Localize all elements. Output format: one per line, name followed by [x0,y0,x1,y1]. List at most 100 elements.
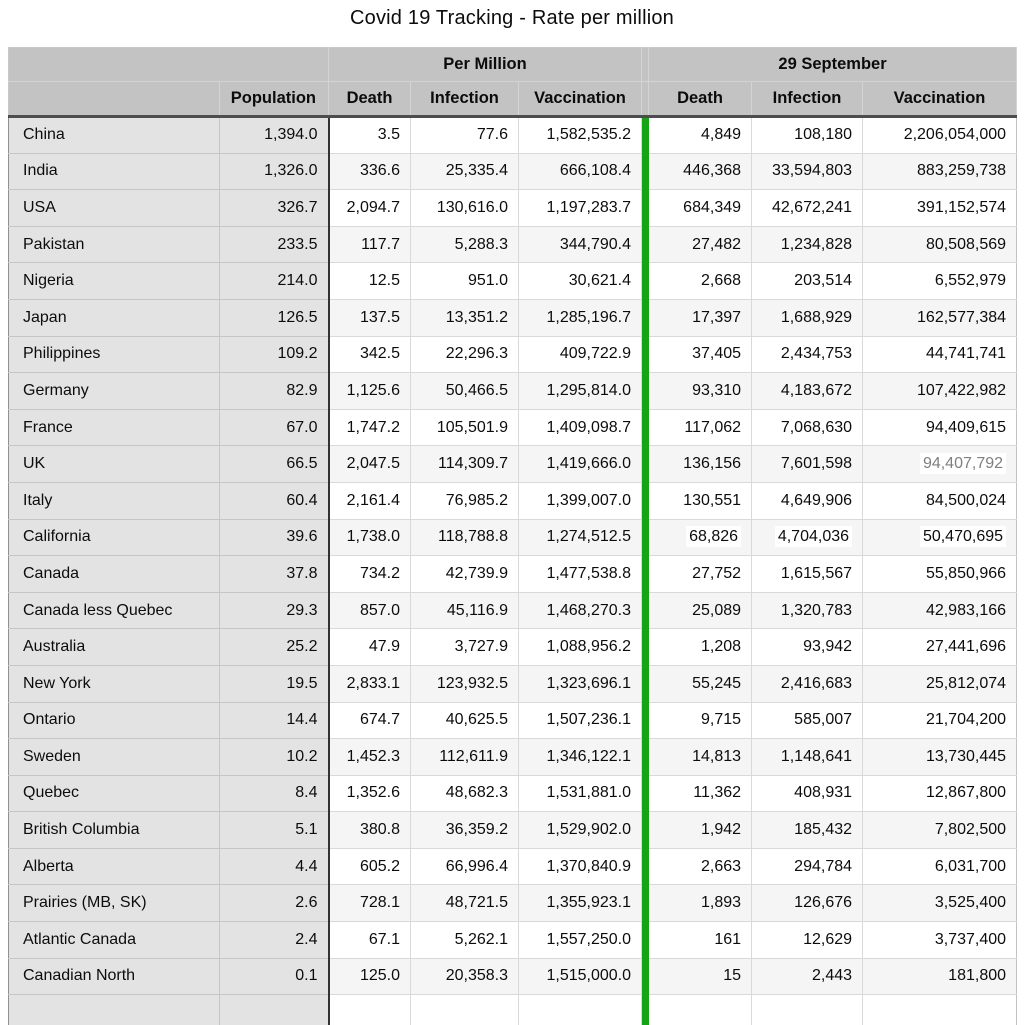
cell-pm_death[interactable]: 2,833.1 [328,665,411,703]
cell-name[interactable]: Nigeria [8,262,220,300]
cell-s_vaccination[interactable]: 84,500,024 [862,482,1018,520]
cell-name[interactable]: Philippines [8,336,220,374]
cell-pm_death[interactable]: 2,094.7 [328,189,411,227]
cell-name[interactable]: Italy [8,482,220,520]
empty-cell[interactable] [328,994,411,1025]
cell-pm_vaccination[interactable]: 30,621.4 [518,262,643,300]
cell-pm_infection[interactable]: 40,625.5 [410,702,519,740]
cell-name[interactable]: California [8,519,220,557]
cell-s_infection[interactable]: 2,434,753 [751,336,864,374]
cell-s_vaccination[interactable]: 94,407,792 [862,445,1018,483]
cell-pm_infection[interactable]: 66,996.4 [410,848,519,886]
cell-pm_infection[interactable]: 112,611.9 [410,738,519,776]
cell-s_vaccination[interactable]: 3,737,400 [862,921,1018,959]
cell-population[interactable]: 19.5 [219,665,330,703]
cell-s_death[interactable]: 15 [648,958,753,996]
cell-s_infection[interactable]: 585,007 [751,702,864,740]
cell-pm_infection[interactable]: 36,359.2 [410,811,519,849]
cell-pm_infection[interactable]: 50,466.5 [410,372,519,410]
cell-pm_death[interactable]: 3.5 [328,116,411,154]
cell-pm_vaccination[interactable]: 344,790.4 [518,226,643,264]
cell-pm_infection[interactable]: 25,335.4 [410,153,519,191]
cell-pm_infection[interactable]: 45,116.9 [410,592,519,630]
cell-s_infection[interactable]: 1,320,783 [751,592,864,630]
cell-name[interactable]: Alberta [8,848,220,886]
cell-s_infection[interactable]: 4,183,672 [751,372,864,410]
cell-pm_infection[interactable]: 951.0 [410,262,519,300]
cell-s_death[interactable]: 446,368 [648,153,753,191]
cell-pm_death[interactable]: 117.7 [328,226,411,264]
cell-s_death[interactable]: 68,826 [648,519,753,557]
cell-s_vaccination[interactable]: 27,441,696 [862,628,1018,666]
cell-s_vaccination[interactable]: 6,552,979 [862,262,1018,300]
column-header-s-infection[interactable]: Infection [751,81,864,118]
cell-s_death[interactable]: 117,062 [648,409,753,447]
group-header-29-september[interactable]: 29 September [648,47,1018,82]
cell-pm_vaccination[interactable]: 1,582,535.2 [518,116,643,154]
group-header-per-million[interactable]: Per Million [327,47,643,82]
cell-s_vaccination[interactable]: 6,031,700 [862,848,1018,886]
cell-s_vaccination[interactable]: 21,704,200 [862,702,1018,740]
empty-cell[interactable] [8,994,220,1025]
cell-name[interactable]: Germany [8,372,220,410]
cell-pm_death[interactable]: 47.9 [328,628,411,666]
cell-s_infection[interactable]: 108,180 [751,116,864,154]
cell-s_infection[interactable]: 12,629 [751,921,864,959]
cell-s_death[interactable]: 130,551 [648,482,753,520]
cell-pm_vaccination[interactable]: 1,274,512.5 [518,519,643,557]
cell-pm_infection[interactable]: 3,727.9 [410,628,519,666]
cell-pm_vaccination[interactable]: 1,346,122.1 [518,738,643,776]
cell-s_death[interactable]: 14,813 [648,738,753,776]
cell-population[interactable]: 10.2 [219,738,330,776]
column-header-population[interactable]: Population [219,81,329,118]
cell-population[interactable]: 2.6 [219,884,330,923]
cell-s_infection[interactable]: 7,068,630 [751,409,864,447]
cell-s_death[interactable]: 55,245 [648,665,753,703]
cell-s_vaccination[interactable]: 13,730,445 [862,738,1018,776]
cell-pm_vaccination[interactable]: 1,419,666.0 [518,445,643,483]
cell-s_infection[interactable]: 408,931 [751,775,864,813]
cell-name[interactable]: Canada [8,555,220,593]
cell-name[interactable]: Canadian North [8,958,220,996]
cell-pm_vaccination[interactable]: 1,355,923.1 [518,884,643,923]
cell-population[interactable]: 1,326.0 [219,153,330,191]
cell-s_infection[interactable]: 185,432 [751,811,864,849]
cell-pm_death[interactable]: 1,452.3 [328,738,411,776]
cell-pm_death[interactable]: 2,047.5 [328,445,411,483]
cell-population[interactable]: 214.0 [219,262,330,300]
cell-s_death[interactable]: 2,668 [648,262,753,300]
cell-name[interactable]: Atlantic Canada [8,921,220,959]
cell-pm_infection[interactable]: 48,682.3 [410,775,519,813]
cell-s_infection[interactable]: 2,443 [751,958,864,996]
cell-pm_infection[interactable]: 77.6 [410,116,519,154]
cell-s_infection[interactable]: 1,688,929 [751,299,864,337]
cell-pm_infection[interactable]: 105,501.9 [410,409,519,447]
cell-pm_vaccination[interactable]: 1,285,196.7 [518,299,643,337]
cell-s_death[interactable]: 1,893 [648,884,753,923]
cell-pm_vaccination[interactable]: 409,722.9 [518,336,643,374]
cell-population[interactable]: 29.3 [219,592,330,630]
cell-s_vaccination[interactable]: 162,577,384 [862,299,1018,337]
cell-name[interactable]: Pakistan [8,226,220,264]
cell-s_vaccination[interactable]: 44,741,741 [862,336,1018,374]
cell-s_death[interactable]: 27,752 [648,555,753,593]
cell-population[interactable]: 0.1 [219,958,330,996]
cell-pm_death[interactable]: 1,747.2 [328,409,411,447]
cell-s_vaccination[interactable]: 7,802,500 [862,811,1018,849]
cell-pm_vaccination[interactable]: 1,515,000.0 [518,958,643,996]
cell-name[interactable]: UK [8,445,220,483]
cell-population[interactable]: 37.8 [219,555,330,593]
cell-s_death[interactable]: 9,715 [648,702,753,740]
cell-population[interactable]: 233.5 [219,226,330,264]
cell-population[interactable]: 5.1 [219,811,330,849]
cell-s_infection[interactable]: 2,416,683 [751,665,864,703]
cell-name[interactable]: Sweden [8,738,220,776]
cell-pm_death[interactable]: 2,161.4 [328,482,411,520]
cell-s_death[interactable]: 93,310 [648,372,753,410]
cell-pm_vaccination[interactable]: 1,468,270.3 [518,592,643,630]
cell-population[interactable]: 2.4 [219,921,330,959]
cell-s_death[interactable]: 684,349 [648,189,753,227]
cell-name[interactable]: Australia [8,628,220,666]
column-header-pm-death[interactable]: Death [328,81,411,118]
column-header-s-death[interactable]: Death [648,81,753,118]
